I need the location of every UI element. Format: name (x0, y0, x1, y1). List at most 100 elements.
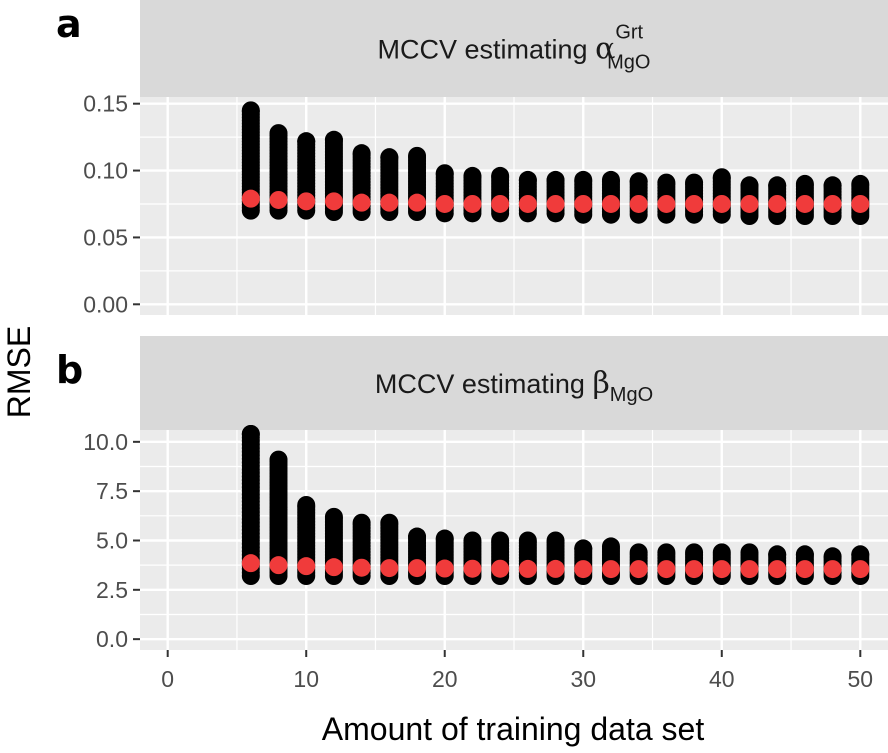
mean-point (712, 194, 731, 213)
replicate-point (657, 543, 676, 562)
mean-point (574, 560, 593, 579)
replicate-point (518, 531, 537, 550)
x-tick-label: 40 (709, 666, 735, 692)
mean-point (408, 193, 427, 212)
mean-point (241, 554, 260, 573)
replicate-point (657, 173, 676, 192)
mean-point (629, 194, 648, 213)
replicate-point (324, 507, 343, 526)
replicate-point (380, 513, 399, 532)
replicate-point (352, 513, 371, 532)
y-tick-label: 0.05 (83, 224, 128, 250)
replicate-point (518, 170, 537, 189)
strip-subscript: MgO (607, 52, 650, 74)
replicate-point (546, 531, 565, 550)
replicate-point (241, 424, 260, 443)
x-tick-label: 0 (161, 666, 174, 692)
mean-point (297, 557, 316, 576)
replicate-point (435, 164, 454, 183)
mean-point (768, 560, 787, 579)
replicate-point (601, 537, 620, 556)
y-axis-title: RMSE (1, 326, 37, 418)
mean-point (435, 559, 454, 578)
replicate-point (297, 132, 316, 151)
replicate-point (546, 170, 565, 189)
mean-point (518, 559, 537, 578)
mean-point (851, 560, 870, 579)
x-axis-title: Amount of training data set (322, 711, 705, 747)
replicate-point (851, 545, 870, 564)
y-tick-label: 0.10 (83, 158, 128, 184)
replicate-point (324, 130, 343, 149)
mean-point (601, 194, 620, 213)
strip-prefix: MCCV estimating (378, 35, 596, 65)
replicate-point (795, 545, 814, 564)
replicate-point (491, 166, 510, 185)
x-tick-label: 50 (847, 666, 873, 692)
mean-point (269, 190, 288, 209)
replicate-point (574, 170, 593, 189)
mean-point (463, 194, 482, 213)
replicate-point (574, 539, 593, 558)
facet-strip-label: MCCV estimating βMgO (375, 366, 653, 406)
replicate-point (823, 547, 842, 566)
panel-tag-label: b (56, 348, 83, 392)
y-tick-label: 0.15 (83, 91, 128, 117)
panel-a: MCCV estimating αGrt MgO a 0.00 0.05 0.10 0.15 (56, 0, 888, 317)
mean-point (518, 194, 537, 213)
mean-point (823, 560, 842, 579)
y-tick-label: 2.5 (96, 577, 128, 603)
facet-strip-label: MCCV estimating αGrt MgO (378, 22, 651, 74)
mean-point (851, 194, 870, 213)
replicate-point (463, 531, 482, 550)
mean-point (463, 559, 482, 578)
panel-tag-label: a (56, 2, 82, 46)
strip-superscript: Grt (615, 22, 643, 44)
mean-point (546, 559, 565, 578)
mean-point (352, 558, 371, 577)
panel-b: MCCV estimating βMgO b 0.0 2.5 5.0 7.5 10.0 0 10… (56, 336, 888, 692)
y-tick-label: 5.0 (96, 527, 128, 553)
mean-point (768, 194, 787, 213)
replicate-point (768, 176, 787, 195)
replicate-point (269, 450, 288, 469)
mean-point (241, 189, 260, 208)
strip-symbol: α (595, 32, 615, 67)
mean-point (408, 559, 427, 578)
replicate-point (795, 174, 814, 193)
replicate-point (297, 495, 316, 514)
replicate-point (685, 173, 704, 192)
mean-point (740, 560, 759, 579)
strip-subscript: MgO (610, 384, 653, 406)
replicate-point (851, 174, 870, 193)
mean-point (380, 559, 399, 578)
replicate-point (629, 543, 648, 562)
replicate-point (435, 529, 454, 548)
replicate-point (629, 172, 648, 191)
replicate-point (740, 543, 759, 562)
mean-point (435, 194, 454, 213)
replicate-point (269, 124, 288, 143)
replicate-point (463, 166, 482, 185)
mean-point (685, 560, 704, 579)
mean-point (324, 192, 343, 211)
mean-point (629, 560, 648, 579)
replicate-point (768, 545, 787, 564)
replicate-point (352, 144, 371, 163)
replicate-point (380, 148, 399, 167)
mean-point (324, 558, 343, 577)
x-tick-label: 10 (293, 666, 319, 692)
mean-point (269, 556, 288, 575)
replicate-point (408, 527, 427, 546)
mean-point (740, 194, 759, 213)
mean-point (601, 560, 620, 579)
mean-point (297, 192, 316, 211)
replicate-point (823, 176, 842, 195)
replicate-point (712, 543, 731, 562)
y-tick-label: 0.00 (83, 291, 128, 317)
replicate-point (601, 170, 620, 189)
strip-prefix: MCCV estimating (375, 369, 593, 399)
mean-point (380, 193, 399, 212)
strip-symbol: β (592, 366, 609, 401)
